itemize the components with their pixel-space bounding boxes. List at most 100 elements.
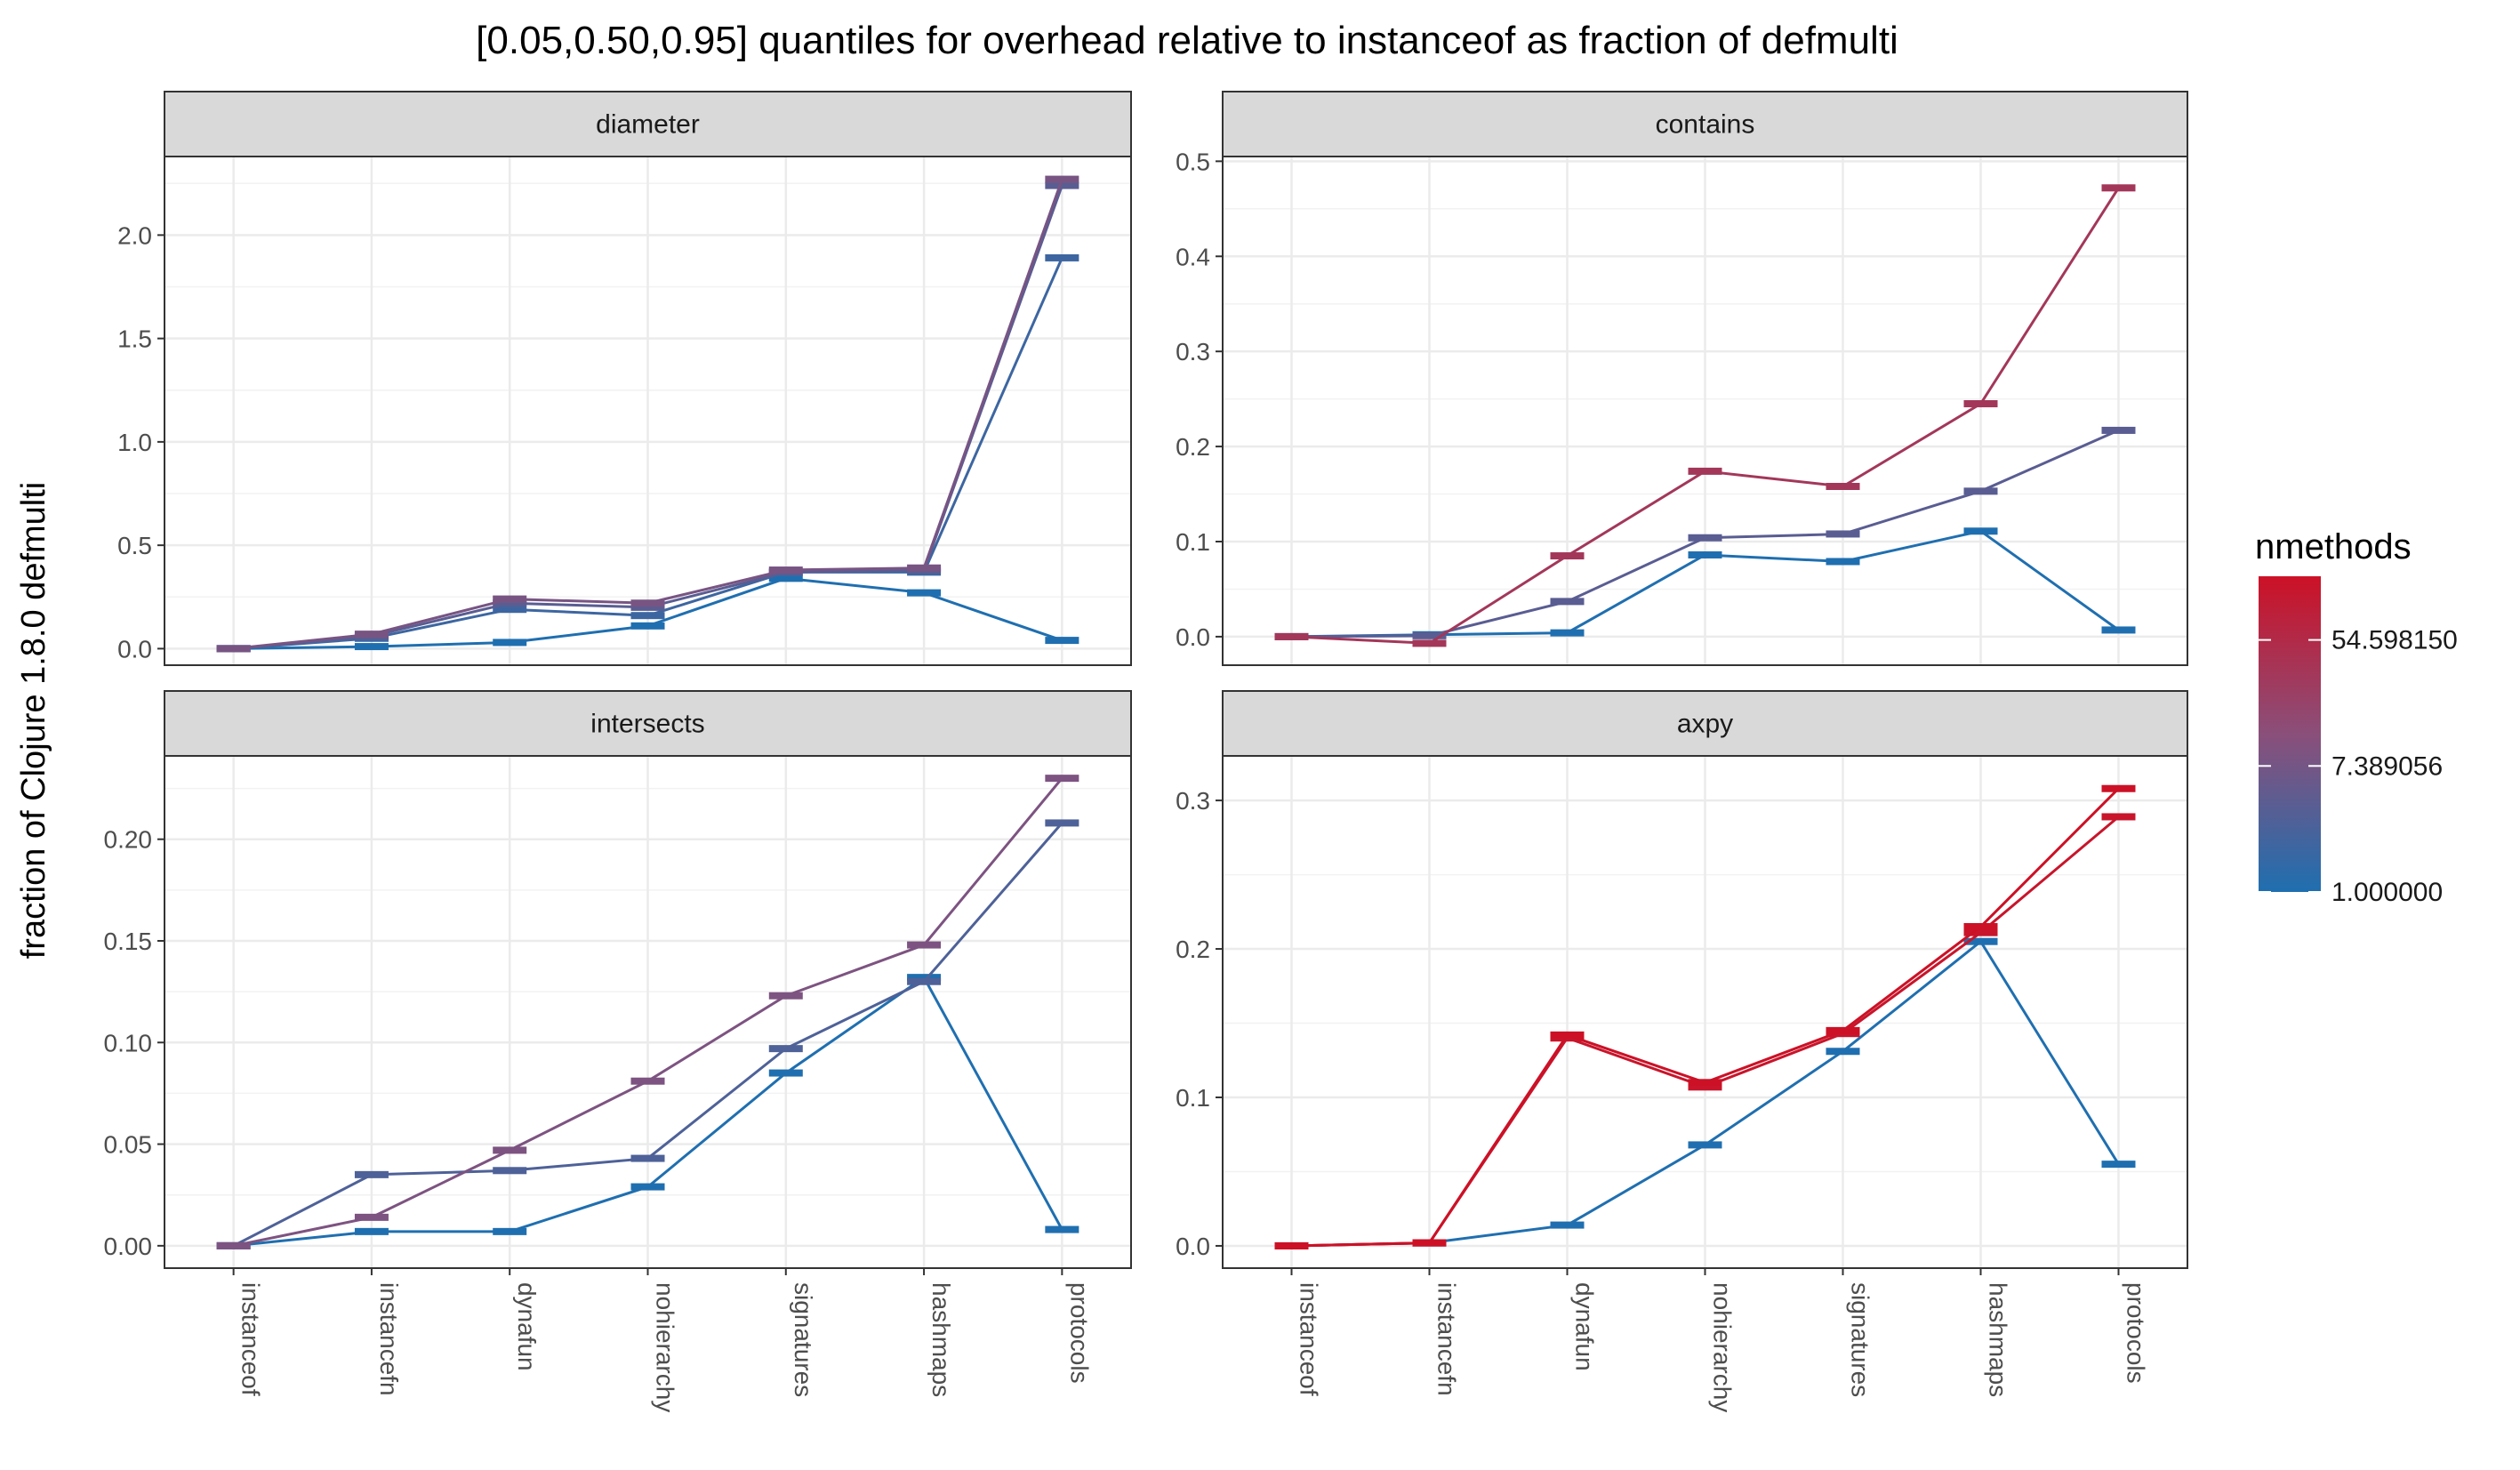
quantile-marker (493, 595, 527, 603)
y-tick-label: 0.15 (104, 928, 153, 955)
quantile-marker (630, 612, 665, 620)
y-tick-label: 0.10 (104, 1029, 153, 1056)
quantile-marker (1045, 253, 1079, 261)
quantile-marker (1963, 399, 1998, 407)
quantile-marker (1963, 527, 1998, 535)
quantile-marker (493, 606, 527, 614)
quantile-marker (354, 643, 389, 651)
quantile-marker (907, 974, 942, 982)
x-tick-label: instanceof (237, 1282, 265, 1396)
quantile-marker (1045, 181, 1079, 189)
quantile-marker (1412, 639, 1447, 647)
quantile-marker (768, 1069, 803, 1077)
panel-border (1222, 156, 2188, 666)
legend-title: nmethods (2255, 527, 2412, 566)
quantile-marker (1826, 530, 1860, 538)
x-tick-label: signatures (790, 1282, 817, 1397)
quantile-marker (907, 589, 942, 597)
x-tick-label: protocols (1065, 1282, 1093, 1384)
quantile-marker (1963, 487, 1998, 495)
quantile-marker (1688, 534, 1722, 542)
quantile-marker (1550, 552, 1585, 560)
y-tick-label: 0.20 (104, 826, 153, 854)
x-tick-label: hashmaps (927, 1282, 955, 1397)
panel-contains: contains 0.0 0.1 0.2 0.3 0.4 0.5 (1176, 91, 2188, 666)
quantile-marker (1550, 1221, 1585, 1229)
x-tick-label: nohierarchy (1709, 1282, 1737, 1412)
quantile-marker (354, 1213, 389, 1221)
facet-strip-label: axpy (1677, 710, 1733, 739)
quantile-marker (1045, 775, 1079, 783)
y-tick-label: 0.2 (1176, 433, 1210, 461)
y-tick-label: 0.5 (117, 532, 152, 559)
y-tick-label: 0.00 (104, 1233, 153, 1260)
y-tick-label: 0.3 (1176, 787, 1210, 815)
facet-strip (164, 91, 1132, 157)
x-tick-label: nohierarchy (652, 1282, 679, 1412)
x-tick-label: dynafun (513, 1282, 541, 1371)
y-tick-label: 0.0 (1176, 623, 1210, 651)
quantile-marker (768, 566, 803, 574)
quantile-marker (768, 1045, 803, 1053)
y-tick-label: 0.0 (117, 635, 152, 663)
quantile-marker (1963, 937, 1998, 945)
quantile-marker (1412, 1239, 1447, 1247)
quantile-marker (630, 622, 665, 630)
y-tick-label: 0.0 (1176, 1233, 1210, 1260)
legend: nmethods 54.598150 7.389056 1.000000 (2255, 527, 2458, 907)
panel-border (164, 156, 1132, 666)
quantile-marker (493, 639, 527, 647)
quantile-marker (354, 1227, 389, 1235)
quantile-marker (630, 1154, 665, 1162)
x-tick-label: instancefn (1433, 1282, 1461, 1396)
y-tick-label: 0.1 (1176, 1084, 1210, 1112)
x-tick-label: dynafun (1571, 1282, 1599, 1371)
quantile-marker (1826, 558, 1860, 566)
x-tick-label: instanceof (1296, 1282, 1323, 1396)
y-tick-label: 2.0 (117, 221, 152, 249)
facet-strip-label: diameter (596, 110, 700, 140)
quantile-marker (1826, 482, 1860, 490)
quantile-marker (493, 1227, 527, 1235)
quantile-marker (2101, 626, 2136, 634)
quantile-marker (493, 1167, 527, 1175)
y-tick-label: 0.3 (1176, 338, 1210, 365)
quantile-marker (2101, 184, 2136, 192)
quantile-marker (907, 977, 942, 985)
panel-diameter: diameter 0.0 0.5 1.0 1.5 2.0 (117, 91, 1132, 666)
x-tick-label: signatures (1847, 1282, 1874, 1397)
legend-colorbar (2259, 576, 2321, 892)
quantile-marker (1045, 1225, 1079, 1233)
facet-strip (164, 690, 1132, 757)
x-tick-label: instancefn (375, 1282, 403, 1396)
quantile-marker (1963, 923, 1998, 930)
quantile-marker (768, 992, 803, 1000)
facet-strip-label: contains (1656, 110, 1755, 140)
quantile-marker (493, 1146, 527, 1154)
quantile-marker (216, 1241, 251, 1249)
panel-intersects: intersects 0.00 0.05 0.10 0.15 0.20 instanceof… (104, 690, 1132, 1412)
quantile-marker (630, 1183, 665, 1191)
facet-strip (1222, 91, 2188, 157)
quantile-marker (1688, 467, 1722, 475)
chart-title: [0.05,0.50,0.95] quantiles for overhead … (476, 19, 1898, 62)
facet-strip-label: intersects (590, 710, 704, 739)
quantile-marker (630, 603, 665, 611)
quantile-marker (1550, 629, 1585, 637)
quantile-marker (1963, 928, 1998, 936)
quantile-marker (1045, 175, 1079, 183)
quantile-marker (2101, 784, 2136, 792)
quantile-marker (1550, 1031, 1585, 1039)
quantile-marker (1688, 1083, 1722, 1091)
panel-axpy: axpy 0.0 0.1 0.2 0.3 instanceof instancefn dyna… (1176, 690, 2188, 1412)
quantile-marker (1045, 819, 1079, 827)
quantile-marker (907, 941, 942, 949)
quantile-marker (768, 574, 803, 582)
legend-break-label: 7.389056 (2331, 751, 2443, 781)
quantile-marker (493, 599, 527, 607)
legend-break-label: 1.000000 (2331, 878, 2443, 907)
quantile-marker (2101, 426, 2136, 434)
quantile-marker (2101, 813, 2136, 821)
y-tick-label: 1.0 (117, 429, 152, 456)
